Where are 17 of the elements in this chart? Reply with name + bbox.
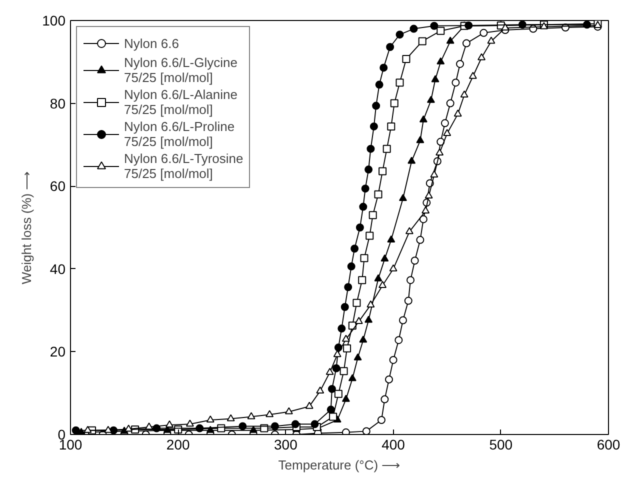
y-tick-label: 100 <box>42 12 66 28</box>
y-tick-label: 80 <box>50 95 66 112</box>
y-tick-label: 20 <box>50 344 66 360</box>
legend-label: Nylon 6.6 <box>124 35 179 51</box>
y-axis-title: Weight loss (%) ⟶ <box>19 170 34 284</box>
x-tick-label: 400 <box>382 436 406 452</box>
legend-label: Nylon 6.6/L-Tyrosine 75/25 [mol/mol] <box>124 151 244 181</box>
x-tick-label: 500 <box>489 436 513 452</box>
x-axis-title: Temperature (°C) ⟶ <box>278 458 401 472</box>
legend-label: Nylon 6.6/L-Glycine 75/25 [mol/mol] <box>124 55 238 85</box>
legend-label: Nylon 6.6/L-Proline 75/25 [mol/mol] <box>124 119 235 149</box>
x-tick-label: 600 <box>596 436 620 452</box>
y-tick-label: 60 <box>50 178 66 194</box>
legend-label: Nylon 6.6/L-Alanine 75/25 [mol/mol] <box>124 87 238 117</box>
x-tick-label: 200 <box>166 436 190 452</box>
y-tick-label: 40 <box>50 260 66 277</box>
x-tick-label: 300 <box>274 436 298 452</box>
